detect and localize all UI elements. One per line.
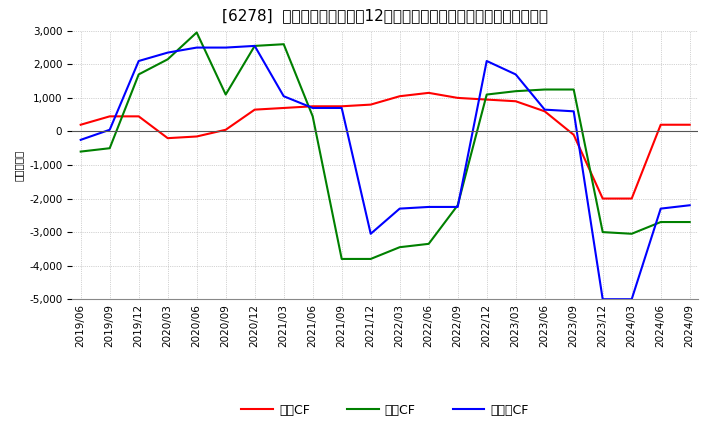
フリーCF — [221, 45, 230, 50]
投資CF — [135, 72, 143, 77]
投資CF — [424, 241, 433, 246]
投資CF — [454, 202, 462, 208]
フリーCF — [76, 137, 85, 143]
フリーCF — [657, 206, 665, 211]
投資CF — [105, 146, 114, 151]
フリーCF — [570, 109, 578, 114]
営業CF — [251, 107, 259, 112]
営業CF — [511, 99, 520, 104]
投資CF — [192, 30, 201, 35]
フリーCF — [598, 297, 607, 302]
フリーCF — [366, 231, 375, 236]
投資CF — [627, 231, 636, 236]
フリーCF — [511, 72, 520, 77]
Line: 投資CF: 投資CF — [81, 33, 690, 259]
営業CF — [424, 90, 433, 95]
投資CF — [338, 256, 346, 261]
フリーCF — [627, 297, 636, 302]
営業CF — [482, 97, 491, 102]
投資CF — [511, 88, 520, 94]
営業CF — [135, 114, 143, 119]
営業CF — [308, 104, 317, 109]
フリーCF — [163, 50, 172, 55]
Line: 営業CF: 営業CF — [81, 93, 690, 198]
営業CF — [395, 94, 404, 99]
営業CF — [221, 127, 230, 132]
投資CF — [541, 87, 549, 92]
Y-axis label: （百万円）: （百万円） — [14, 149, 24, 181]
投資CF — [482, 92, 491, 97]
営業CF — [570, 132, 578, 137]
フリーCF — [541, 107, 549, 112]
営業CF — [76, 122, 85, 128]
フリーCF — [279, 94, 288, 99]
Legend: 営業CF, 投資CF, フリーCF: 営業CF, 投資CF, フリーCF — [236, 399, 534, 422]
投資CF — [279, 41, 288, 47]
投資CF — [598, 230, 607, 235]
投資CF — [76, 149, 85, 154]
投資CF — [366, 256, 375, 261]
投資CF — [685, 220, 694, 225]
投資CF — [657, 220, 665, 225]
投資CF — [163, 57, 172, 62]
フリーCF — [338, 105, 346, 110]
Title: [6278]  キャッシュフローの12か月移動合計の対前年同期増減額の推移: [6278] キャッシュフローの12か月移動合計の対前年同期増減額の推移 — [222, 7, 548, 23]
フリーCF — [454, 204, 462, 209]
営業CF — [657, 122, 665, 128]
営業CF — [279, 105, 288, 110]
営業CF — [598, 196, 607, 201]
フリーCF — [685, 202, 694, 208]
営業CF — [685, 122, 694, 128]
営業CF — [627, 196, 636, 201]
フリーCF — [105, 127, 114, 132]
投資CF — [251, 43, 259, 48]
フリーCF — [395, 206, 404, 211]
投資CF — [221, 92, 230, 97]
フリーCF — [192, 45, 201, 50]
フリーCF — [308, 105, 317, 110]
Line: フリーCF: フリーCF — [81, 46, 690, 299]
フリーCF — [135, 59, 143, 64]
営業CF — [338, 104, 346, 109]
フリーCF — [482, 59, 491, 64]
営業CF — [366, 102, 375, 107]
営業CF — [105, 114, 114, 119]
営業CF — [541, 109, 549, 114]
フリーCF — [251, 43, 259, 48]
営業CF — [192, 134, 201, 139]
フリーCF — [424, 204, 433, 209]
営業CF — [163, 136, 172, 141]
営業CF — [454, 95, 462, 100]
投資CF — [395, 245, 404, 250]
投資CF — [308, 114, 317, 119]
投資CF — [570, 87, 578, 92]
